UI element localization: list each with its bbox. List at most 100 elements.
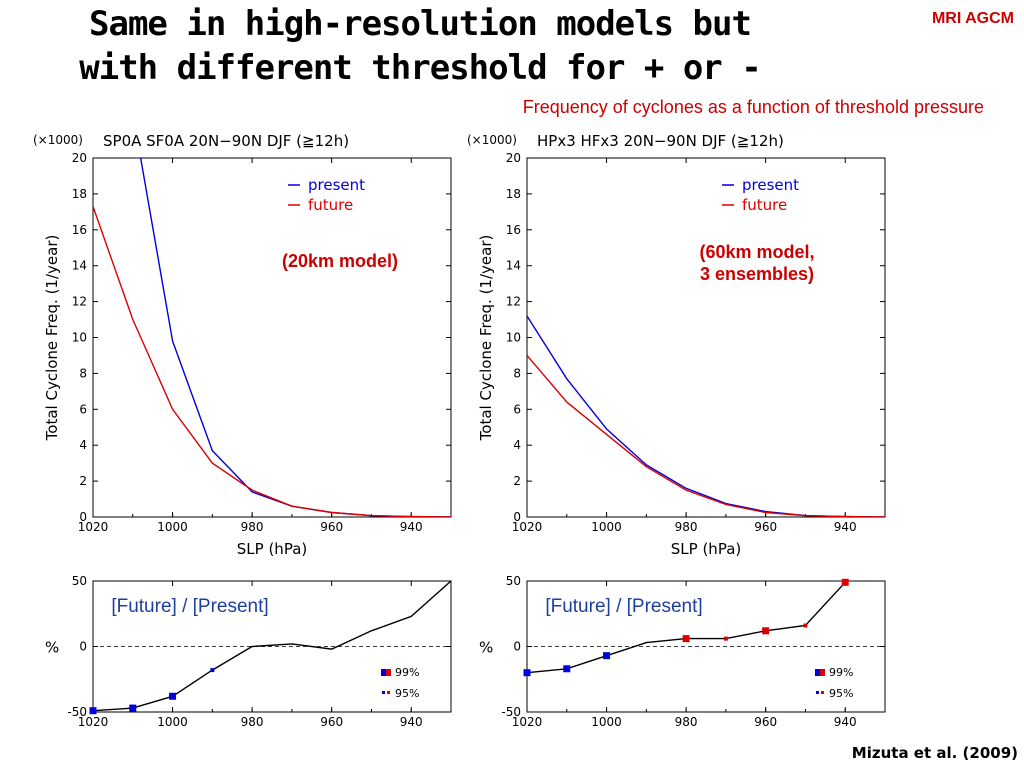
y-tick-label: -50 bbox=[67, 705, 87, 719]
legend-95-red bbox=[821, 691, 824, 694]
y-tick-label: 10 bbox=[506, 331, 521, 345]
y-tick-label: 8 bbox=[79, 366, 87, 380]
ratio-line bbox=[93, 581, 451, 712]
ratio-label: [Future] / [Present] bbox=[111, 596, 268, 617]
chart-ratio-20km: 1020 1000 980 960 940 -50 0 50% 99% 95% [Future] /… bbox=[45, 574, 452, 729]
page-title-line-1: Same in high-resolution models but bbox=[89, 4, 752, 44]
legend-99-label: 99% bbox=[829, 666, 853, 679]
marker-99 bbox=[89, 707, 97, 715]
y-tick-label: 0 bbox=[513, 640, 521, 654]
y-axis-label: Total Cyclone Freq. (1/year) bbox=[477, 235, 495, 442]
ratio-label: [Future] / [Present] bbox=[545, 596, 702, 617]
model-annotation-line: (60km model, bbox=[699, 242, 814, 262]
chart-title: SP0A SF0A 20N−90N DJF (≧12h) bbox=[103, 132, 349, 150]
x-tick-label: 940 bbox=[400, 520, 423, 534]
y-tick-label: 16 bbox=[506, 223, 521, 237]
legend-label-future: future bbox=[742, 196, 787, 214]
legend-95-blue bbox=[382, 691, 385, 694]
x-tick-label: 1000 bbox=[157, 520, 188, 534]
x-tick-label: 940 bbox=[400, 715, 423, 729]
scale-note: (×1000) bbox=[33, 133, 83, 147]
x-tick-label: 960 bbox=[754, 715, 777, 729]
plot-frame bbox=[526, 157, 886, 518]
series-present-line bbox=[527, 315, 885, 517]
chart-freq-60km: 1020 1000 980 960 940 0 2 4 6 8 10 12 14 16 18 20 SLP (h… bbox=[467, 132, 886, 558]
x-axis-label: SLP (hPa) bbox=[237, 540, 307, 558]
y-tick-label: 14 bbox=[506, 259, 521, 273]
y-tick-label: 4 bbox=[513, 438, 521, 452]
legend-label-present: present bbox=[742, 176, 799, 194]
x-tick-label: 1020 bbox=[78, 520, 109, 534]
series-future-line bbox=[93, 206, 451, 517]
y-tick-label: 6 bbox=[79, 402, 87, 416]
marker-99 bbox=[563, 665, 571, 673]
marker-99 bbox=[169, 692, 177, 700]
legend-99-blue bbox=[815, 669, 820, 676]
x-tick-label: 980 bbox=[241, 715, 264, 729]
x-tick-label: 980 bbox=[675, 520, 698, 534]
marker-99 bbox=[523, 669, 531, 677]
x-tick-label: 1020 bbox=[512, 520, 543, 534]
x-tick-label: 960 bbox=[754, 520, 777, 534]
x-tick-label: 1000 bbox=[157, 715, 188, 729]
y-tick-label: 12 bbox=[506, 295, 521, 309]
y-tick-label: 50 bbox=[72, 574, 87, 588]
y-tick-label: 20 bbox=[72, 151, 87, 165]
citation: Mizuta et al. (2009) bbox=[851, 744, 1018, 762]
y-axis-label: Total Cyclone Freq. (1/year) bbox=[43, 235, 61, 442]
marker-95 bbox=[210, 668, 215, 673]
legend-99-red bbox=[386, 669, 391, 676]
y-tick-label: 4 bbox=[79, 438, 87, 452]
plot-frame bbox=[92, 157, 452, 518]
legend-95-label: 95% bbox=[829, 687, 853, 700]
y-tick-label: 50 bbox=[506, 574, 521, 588]
subtitle: Frequency of cyclones as a function of t… bbox=[522, 97, 984, 117]
x-axis-label: SLP (hPa) bbox=[671, 540, 741, 558]
y-tick-label: 18 bbox=[506, 187, 521, 201]
y-tick-label: -50 bbox=[501, 705, 521, 719]
y-tick-label: 20 bbox=[506, 151, 521, 165]
marker-99 bbox=[603, 652, 611, 660]
legend-99-blue bbox=[381, 669, 386, 676]
page-title: Same in high-resolution models but with … bbox=[60, 2, 780, 90]
marker-99 bbox=[682, 635, 690, 643]
y-tick-label: 0 bbox=[79, 640, 87, 654]
x-tick-label: 1020 bbox=[78, 715, 109, 729]
y-tick-label: 12 bbox=[72, 295, 87, 309]
y-tick-label: 8 bbox=[513, 366, 521, 380]
marker-95 bbox=[723, 636, 728, 641]
series-present-line bbox=[139, 158, 451, 517]
marker-99 bbox=[841, 578, 849, 586]
y-tick-label: 6 bbox=[513, 402, 521, 416]
legend-99-label: 99% bbox=[395, 666, 419, 679]
x-tick-label: 960 bbox=[320, 715, 343, 729]
chart-ratio-60km: 1020 1000 980 960 940 -50 0 50% 99% 95% [Future] /… bbox=[479, 574, 886, 729]
y-axis-label: % bbox=[479, 639, 493, 657]
chart-title: HPx3 HFx3 20N−90N DJF (≧12h) bbox=[537, 132, 784, 150]
page-title-line-2: with different threshold for + or - bbox=[79, 48, 761, 88]
model-annotation-line: 3 ensembles) bbox=[700, 264, 814, 284]
legend-95-label: 95% bbox=[395, 687, 419, 700]
x-tick-label: 1000 bbox=[591, 715, 622, 729]
series-future-line bbox=[527, 354, 885, 517]
x-tick-label: 960 bbox=[320, 520, 343, 534]
marker-99 bbox=[762, 627, 770, 635]
legend-95-blue bbox=[816, 691, 819, 694]
x-tick-label: 940 bbox=[834, 520, 857, 534]
y-tick-label: 18 bbox=[72, 187, 87, 201]
y-tick-label: 2 bbox=[79, 474, 87, 488]
x-tick-label: 1000 bbox=[591, 520, 622, 534]
legend-label-future: future bbox=[308, 196, 353, 214]
legend-99-red bbox=[820, 669, 825, 676]
y-tick-label: 2 bbox=[513, 474, 521, 488]
y-tick-label: 0 bbox=[513, 510, 521, 524]
legend-label-present: present bbox=[308, 176, 365, 194]
y-axis-label: % bbox=[45, 639, 59, 657]
y-tick-label: 16 bbox=[72, 223, 87, 237]
marker-99 bbox=[129, 704, 137, 712]
x-tick-label: 980 bbox=[675, 715, 698, 729]
model-badge: MRI AGCM bbox=[931, 10, 1014, 27]
chart-freq-20km: 1020 1000 980 960 940 0 2 4 6 8 10 12 14 16 18 20 SLP (h… bbox=[33, 132, 452, 558]
y-tick-label: 14 bbox=[72, 259, 87, 273]
